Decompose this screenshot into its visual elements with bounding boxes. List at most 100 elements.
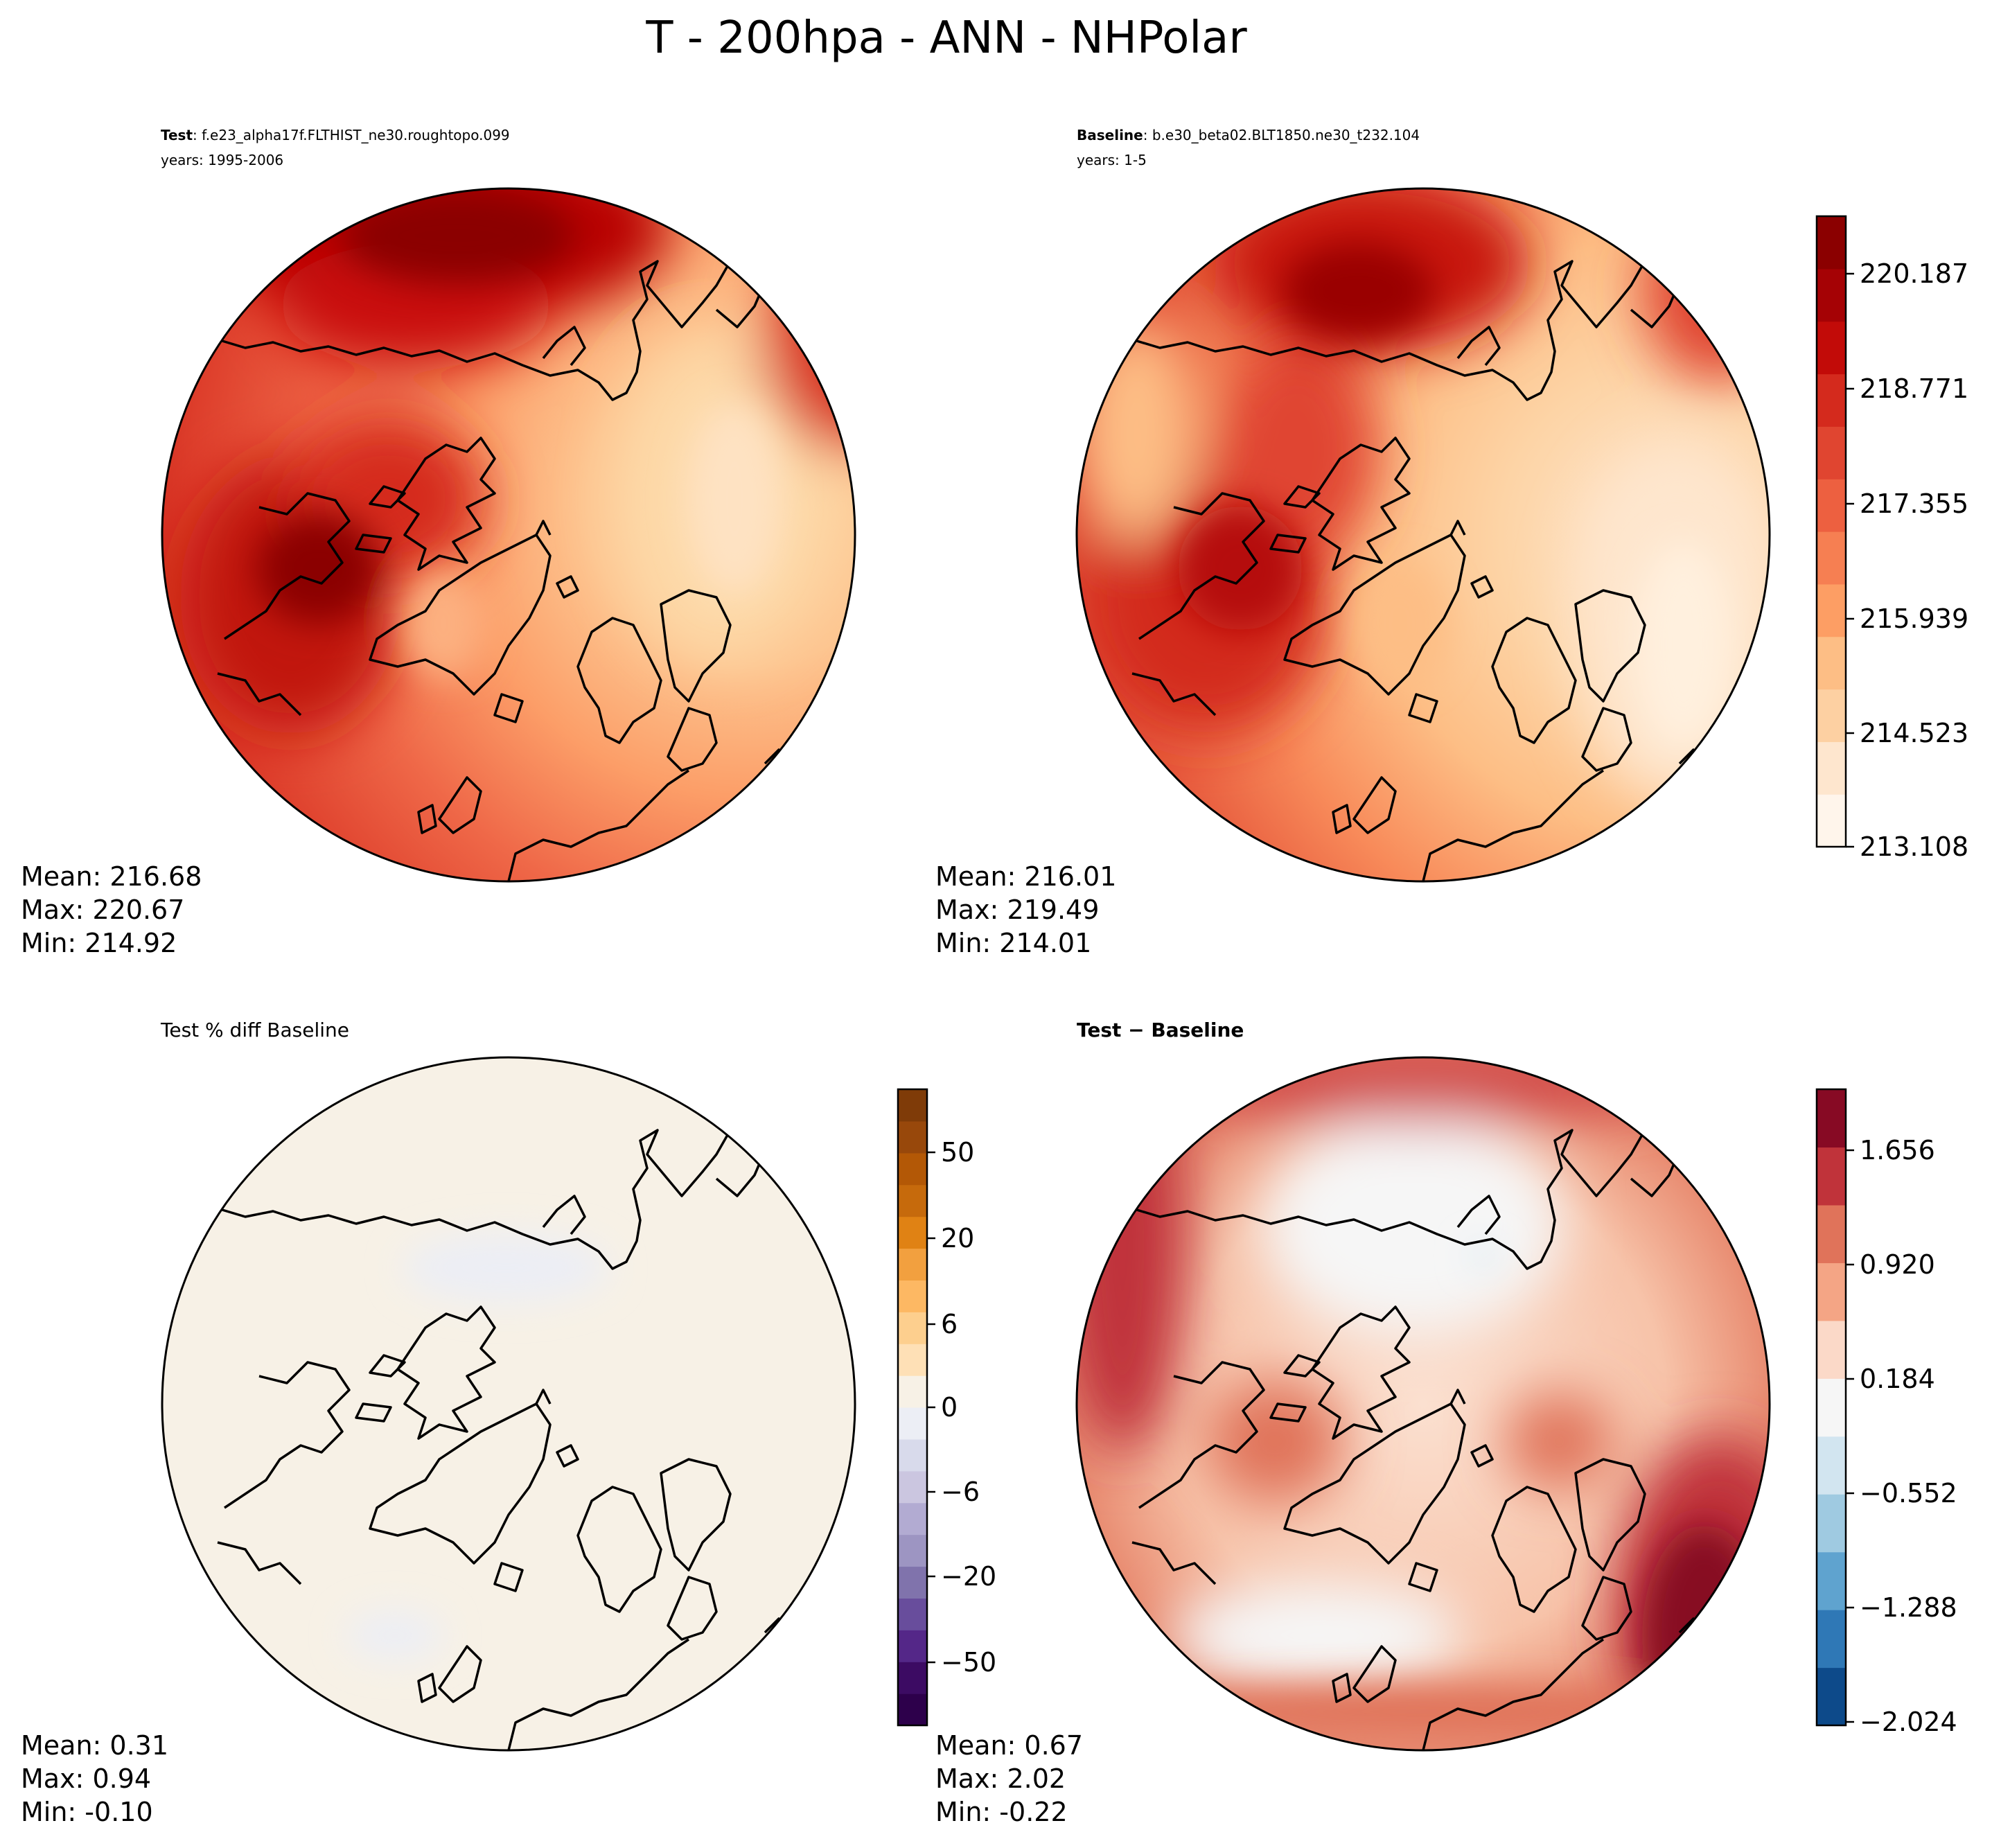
panel-test-min: Min: 214.92 bbox=[21, 928, 177, 958]
colorbar-temperature: 220.187 218.771 217.355 215.939 214.523 213.1… bbox=[1815, 215, 1968, 862]
map-percent-diff bbox=[162, 1057, 855, 1750]
colorbar-percent-diff-color-bin bbox=[898, 1152, 927, 1186]
colorbar-percent-diff-color-bin bbox=[898, 1566, 927, 1599]
colorbar-temperature-color-bin bbox=[1817, 583, 1846, 637]
map-test-border bbox=[161, 187, 856, 883]
colorbar-percent-diff-color-bin bbox=[898, 1470, 927, 1504]
colorbar-percent-diff-color-bin bbox=[898, 1120, 927, 1154]
colorbar-difference: 1.656 0.920 0.184 −0.552 −1.288 −2.024 bbox=[1815, 1088, 1957, 1737]
colorbar-temperature-tick-label: 217.355 bbox=[1860, 489, 1968, 519]
panel-baseline-min: Min: 214.01 bbox=[935, 928, 1091, 958]
colorbar-difference-tick-label: 0.920 bbox=[1860, 1249, 1935, 1280]
colorbar-difference-tick-label: −0.552 bbox=[1860, 1478, 1957, 1508]
colorbar-temperature-tick-label: 218.771 bbox=[1860, 373, 1968, 404]
colorbar-temperature-color-bin bbox=[1817, 373, 1846, 427]
map-difference-border bbox=[1075, 1056, 1771, 1752]
colorbar-difference-color-bin bbox=[1817, 1378, 1846, 1437]
panel-baseline: Baseline: b.e30_beta02.BLT1850.ne30_t232… bbox=[935, 127, 1968, 958]
map-percent-diff-border bbox=[161, 1056, 856, 1752]
panel-baseline-max: Max: 219.49 bbox=[935, 895, 1099, 925]
panel-difference: Test − Baseline Mean: 0.67 Max: 2.02 bbox=[935, 1019, 1957, 1827]
colorbar-percent-diff-color-bin bbox=[898, 1248, 927, 1281]
colorbar-temperature-color-bin bbox=[1817, 636, 1846, 690]
colorbar-percent-diff-color-bin bbox=[898, 1184, 927, 1217]
colorbar-difference-tick-label: 1.656 bbox=[1860, 1135, 1935, 1165]
colorbar-temperature-color-bin bbox=[1817, 321, 1846, 375]
panel-difference-title: Test − Baseline bbox=[1077, 1019, 1244, 1041]
colorbar-percent-diff-color-bin bbox=[898, 1502, 927, 1535]
colorbar-difference-tick-label: 0.184 bbox=[1860, 1364, 1935, 1394]
map-difference bbox=[1077, 1057, 1770, 1750]
colorbar-percent-diff-color-bin bbox=[898, 1534, 927, 1567]
colorbar-temperature-tick-label: 220.187 bbox=[1860, 258, 1968, 289]
colorbar-temperature-tick-label: 214.523 bbox=[1860, 718, 1968, 748]
colorbar-percent-diff-color-bin bbox=[898, 1598, 927, 1630]
panel-percent-diff-min: Min: -0.10 bbox=[21, 1797, 153, 1827]
colorbar-temperature-color-bin bbox=[1817, 689, 1846, 742]
panel-baseline-mean: Mean: 216.01 bbox=[935, 861, 1116, 892]
panel-baseline-title-bold: Baseline bbox=[1077, 127, 1143, 143]
colorbar-temperature-color-bin bbox=[1817, 531, 1846, 585]
panel-difference-min: Min: -0.22 bbox=[935, 1797, 1068, 1827]
colorbar-temperature-color-bin bbox=[1817, 426, 1846, 479]
panel-test-max: Max: 220.67 bbox=[21, 895, 184, 925]
colorbar-percent-diff-color-bin bbox=[898, 1280, 927, 1312]
colorbar-percent-diff-tick-label: −6 bbox=[941, 1477, 980, 1507]
colorbar-percent-diff-color-bin bbox=[898, 1438, 927, 1472]
colorbar-percent-diff-color-bin bbox=[898, 1344, 927, 1376]
colorbar-percent-diff-color-bin bbox=[898, 1216, 927, 1249]
colorbar-difference-frame bbox=[1815, 1088, 1847, 1727]
colorbar-percent-diff-tick-label: 0 bbox=[941, 1392, 958, 1423]
colorbar-percent-diff-tick-label: 50 bbox=[941, 1137, 974, 1168]
panel-baseline-years: years: 1-5 bbox=[1077, 152, 1147, 168]
colorbar-percent-diff-color-bin bbox=[898, 1089, 927, 1122]
colorbar-percent-diff: 50 20 6 0 −6 −20 −50 bbox=[897, 1088, 996, 1727]
colorbar-temperature-tick-label: 215.939 bbox=[1860, 604, 1968, 634]
panel-test-mean: Mean: 216.68 bbox=[21, 861, 202, 892]
colorbar-temperature-color-bin bbox=[1817, 268, 1846, 322]
colorbar-percent-diff-color-bin bbox=[898, 1375, 927, 1408]
colorbar-percent-diff-color-bin bbox=[898, 1630, 927, 1662]
colorbar-difference-color-bin bbox=[1817, 1436, 1846, 1495]
colorbar-difference-color-bin bbox=[1817, 1610, 1846, 1669]
colorbar-difference-color-bin bbox=[1817, 1320, 1846, 1379]
panel-difference-max: Max: 2.02 bbox=[935, 1763, 1066, 1794]
panel-difference-mean: Mean: 0.67 bbox=[935, 1730, 1083, 1761]
map-baseline-border bbox=[1075, 187, 1771, 883]
panel-test-title-bold: Test bbox=[161, 127, 193, 143]
panel-percent-diff-title: Test % diff Baseline bbox=[160, 1019, 349, 1041]
colorbar-difference-color-bin bbox=[1817, 1147, 1846, 1206]
map-test bbox=[162, 188, 855, 881]
colorbar-difference-color-bin bbox=[1817, 1204, 1846, 1263]
panel-test: Test: f.e23_alpha17f.FLTHIST_ne30.rought… bbox=[21, 127, 856, 958]
panel-baseline-title: Baseline: b.e30_beta02.BLT1850.ne30_t232… bbox=[1077, 127, 1420, 143]
map-baseline bbox=[1077, 188, 1770, 881]
colorbar-difference-tick-label: −2.024 bbox=[1860, 1707, 1957, 1737]
colorbar-temperature-color-bin bbox=[1817, 794, 1846, 847]
figure-title: T - 200hpa - ANN - NHPolar bbox=[645, 12, 1247, 64]
panel-percent-diff: Test % diff Baseline Mean: 0.31 Max: 0.9… bbox=[21, 1019, 996, 1827]
panel-test-title-rest: : f.e23_alpha17f.FLTHIST_ne30.roughtopo.… bbox=[193, 127, 510, 143]
colorbar-difference-color-bin bbox=[1817, 1667, 1846, 1726]
panel-test-years: years: 1995-2006 bbox=[161, 152, 283, 168]
colorbar-percent-diff-tick-label: 20 bbox=[941, 1223, 974, 1253]
colorbar-temperature-tick-label: 213.108 bbox=[1860, 831, 1968, 862]
colorbar-difference-color-bin bbox=[1817, 1494, 1846, 1553]
colorbar-percent-diff-tick-label: −20 bbox=[941, 1561, 996, 1592]
colorbar-temperature-frame bbox=[1815, 215, 1847, 848]
colorbar-difference-color-bin bbox=[1817, 1262, 1846, 1321]
panel-baseline-title-rest: : b.e30_beta02.BLT1850.ne30_t232.104 bbox=[1143, 127, 1420, 143]
colorbar-percent-diff-color-bin bbox=[898, 1407, 927, 1440]
colorbar-difference-tick-label: −1.288 bbox=[1860, 1592, 1957, 1623]
colorbar-percent-diff-tick-label: 6 bbox=[941, 1309, 958, 1339]
colorbar-difference-color-bin bbox=[1817, 1551, 1846, 1610]
colorbar-percent-diff-tick-label: −50 bbox=[941, 1647, 996, 1678]
colorbar-difference-color-bin bbox=[1817, 1089, 1846, 1148]
panel-percent-diff-max: Max: 0.94 bbox=[21, 1763, 151, 1794]
panel-percent-diff-mean: Mean: 0.31 bbox=[21, 1730, 168, 1761]
colorbar-percent-diff-color-bin bbox=[898, 1693, 927, 1726]
colorbar-percent-diff-color-bin bbox=[898, 1312, 927, 1344]
colorbar-temperature-color-bin bbox=[1817, 479, 1846, 532]
colorbar-temperature-color-bin bbox=[1817, 741, 1846, 795]
